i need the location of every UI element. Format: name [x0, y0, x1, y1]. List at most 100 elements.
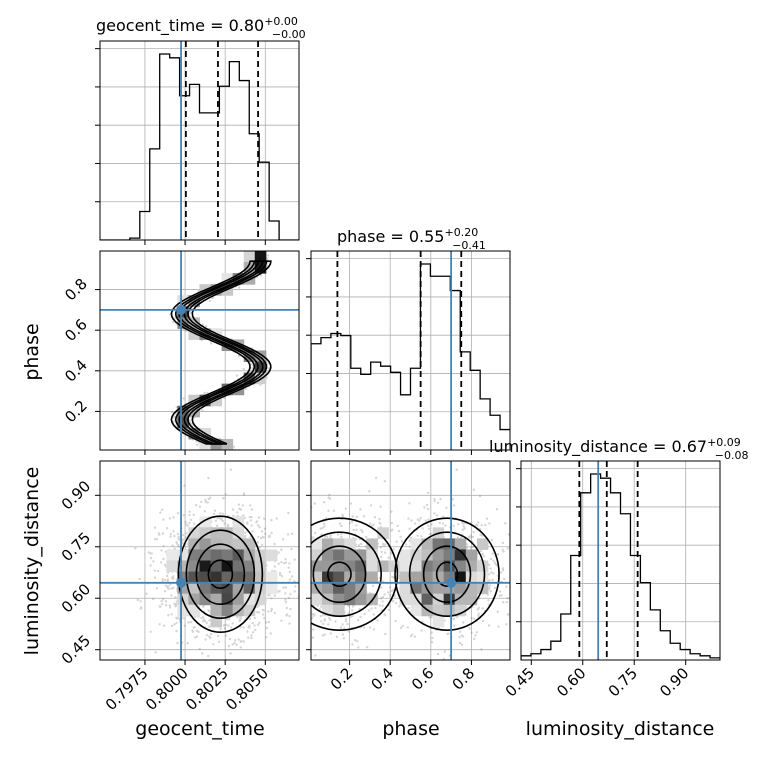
density-bin	[177, 571, 189, 584]
density-bin	[410, 549, 423, 561]
scatter-content	[100, 251, 299, 450]
density-bin	[410, 582, 423, 595]
density-bin	[454, 571, 467, 584]
density-bin	[311, 571, 323, 584]
density-bin	[421, 549, 434, 561]
xtick-label-luminosity-distance-1: 0.60	[553, 664, 589, 700]
density-bin	[454, 538, 467, 550]
density-bin	[333, 582, 345, 595]
title-phase-plus: +0.20	[444, 226, 478, 239]
density-bin	[210, 593, 223, 606]
xtick-label-phase-2: 0.6	[408, 664, 438, 694]
density-bin	[221, 273, 234, 285]
density-bin	[210, 560, 223, 573]
density-bin	[443, 560, 456, 573]
density-bin	[232, 560, 245, 573]
density-bin	[232, 527, 245, 539]
density-bin	[344, 560, 356, 573]
density-bin	[254, 350, 267, 363]
density-bin	[355, 593, 367, 606]
density-bin	[333, 604, 345, 617]
density-bin	[166, 549, 178, 561]
contour-middle	[174, 260, 268, 445]
ytick-label-phase-0: 0.2	[61, 397, 91, 427]
density-bin	[421, 560, 434, 573]
density-bin	[221, 549, 234, 561]
density-bin	[188, 538, 200, 550]
density-bin	[443, 593, 456, 606]
contour-level-0	[177, 515, 264, 634]
title-geocent-time: geocent_time = 0.80+0.00 −0.00	[96, 15, 306, 41]
ytick-label-luminosity-distance-3: 0.90	[58, 477, 94, 513]
density-bin	[399, 571, 411, 584]
panel-frame	[310, 250, 511, 451]
contour-level-3	[207, 559, 234, 590]
ytick-label-luminosity-distance-1: 0.60	[58, 580, 94, 616]
title-luminosity-distance-plus: +0.09	[707, 436, 741, 449]
density-bin	[232, 538, 245, 550]
density-bin	[188, 527, 200, 539]
contour-mode-0-level-2	[312, 545, 367, 604]
density-bin	[243, 549, 256, 561]
density-bin	[322, 582, 334, 595]
density-bin	[388, 560, 400, 573]
scatter-content	[311, 461, 510, 660]
density-bin	[177, 416, 189, 429]
density-bin	[344, 538, 356, 550]
density-bin	[177, 560, 189, 573]
truth-marker	[446, 577, 457, 588]
scatter-panel-phase-vs-luminosity-distance	[310, 460, 511, 661]
density-bin	[199, 527, 212, 539]
density-bin	[243, 604, 256, 617]
density-bin	[454, 593, 467, 606]
density-bin	[254, 251, 267, 263]
density-bin	[377, 527, 389, 539]
density-bin	[232, 604, 245, 617]
density-bin	[399, 582, 411, 595]
contour-level-2	[195, 543, 246, 606]
density-bin	[322, 560, 334, 573]
density-bin	[366, 560, 378, 573]
ytick-label-luminosity-distance-2: 0.75	[58, 529, 94, 565]
density-bin	[265, 571, 278, 584]
density-bin	[254, 571, 267, 584]
density-bin	[188, 405, 200, 418]
panel-frame	[99, 250, 300, 451]
density-bin	[465, 560, 478, 573]
density-bin	[243, 571, 256, 584]
density-bin	[311, 549, 323, 561]
title-phase-minus: −0.41	[452, 239, 486, 252]
density-bin	[188, 427, 200, 440]
truth-marker	[176, 577, 187, 588]
density-bin	[465, 582, 478, 595]
hist-steps-geocent-time	[100, 53, 299, 240]
density-bin	[254, 593, 267, 606]
density-bin	[210, 549, 223, 561]
truth-marker	[176, 304, 187, 315]
scatter-panel-geocent-time-vs-phase	[99, 250, 300, 451]
density-bin	[366, 549, 378, 561]
density-bin	[232, 571, 245, 584]
scatter-panel-geocent-time-vs-luminosity-distance	[99, 460, 300, 661]
density-bin	[243, 262, 256, 274]
density-bin	[432, 549, 445, 561]
contour-level-1	[185, 529, 256, 620]
density-bin	[432, 582, 445, 595]
density-bin	[221, 538, 234, 550]
density-bin	[221, 593, 234, 606]
density-bin	[421, 571, 434, 584]
density-bin	[199, 538, 212, 550]
density-bin	[399, 549, 411, 561]
density-bin	[199, 516, 212, 528]
density-bin	[355, 560, 367, 573]
density-bin	[166, 560, 178, 573]
density-bin	[243, 251, 256, 263]
density-bin	[476, 560, 489, 573]
title-luminosity-distance-main: luminosity_distance = 0.67	[489, 437, 707, 457]
density-bin	[322, 549, 334, 561]
contour-mode-0-level-0	[311, 517, 399, 632]
density-bin	[421, 538, 434, 550]
xtick-label-geocent-time-0: 0.7975	[102, 664, 152, 714]
density-bin	[355, 571, 367, 584]
